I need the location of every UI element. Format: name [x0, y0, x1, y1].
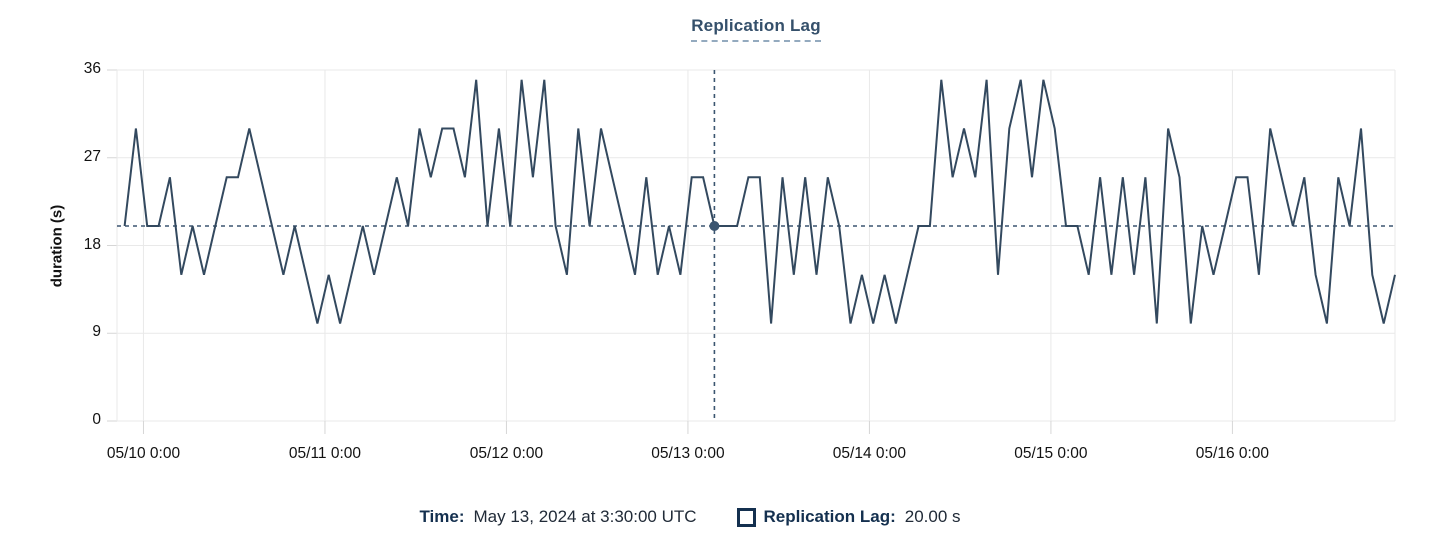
- tooltip-time-value: May 13, 2024 at 3:30:00 UTC: [473, 507, 697, 526]
- x-tick-label: 05/16 0:00: [1195, 445, 1270, 462]
- chart-title[interactable]: Replication Lag: [691, 16, 821, 42]
- legend-square-marker-icon: [736, 507, 756, 527]
- x-tick-label: 05/15 0:00: [1014, 445, 1088, 462]
- crosshair-dot: [709, 221, 720, 231]
- x-tick-label: 05/11 0:00: [288, 445, 362, 462]
- tooltip-series-value: 20.00 s: [904, 507, 961, 526]
- hover-tooltip-readout: Time: May 13, 2024 at 3:30:00 UTC Replic…: [0, 507, 1410, 527]
- tooltip-time-label: Time:: [419, 507, 465, 526]
- y-tick-label: 27: [83, 147, 101, 165]
- series-line: [123, 79, 1396, 324]
- tooltip-series-label: Replication Lag:: [763, 507, 896, 526]
- x-tick-label: 05/14 0:00: [832, 445, 907, 462]
- x-tick-label: 05/13 0:00: [651, 445, 725, 462]
- chart-title-wrap: Replication Lag: [117, 16, 1395, 42]
- y-tick-label: 0: [92, 411, 101, 428]
- y-tick-label: 9: [92, 323, 101, 341]
- y-tick-label: 18: [83, 235, 101, 253]
- y-tick-label: 36: [83, 60, 101, 77]
- x-tick-label: 05/10 0:00: [106, 445, 181, 462]
- x-tick-label: 05/12 0:00: [469, 445, 544, 462]
